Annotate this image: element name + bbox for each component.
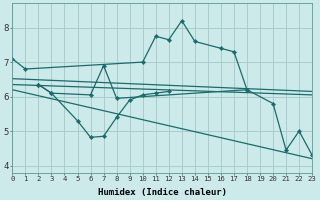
X-axis label: Humidex (Indice chaleur): Humidex (Indice chaleur)	[98, 188, 227, 197]
